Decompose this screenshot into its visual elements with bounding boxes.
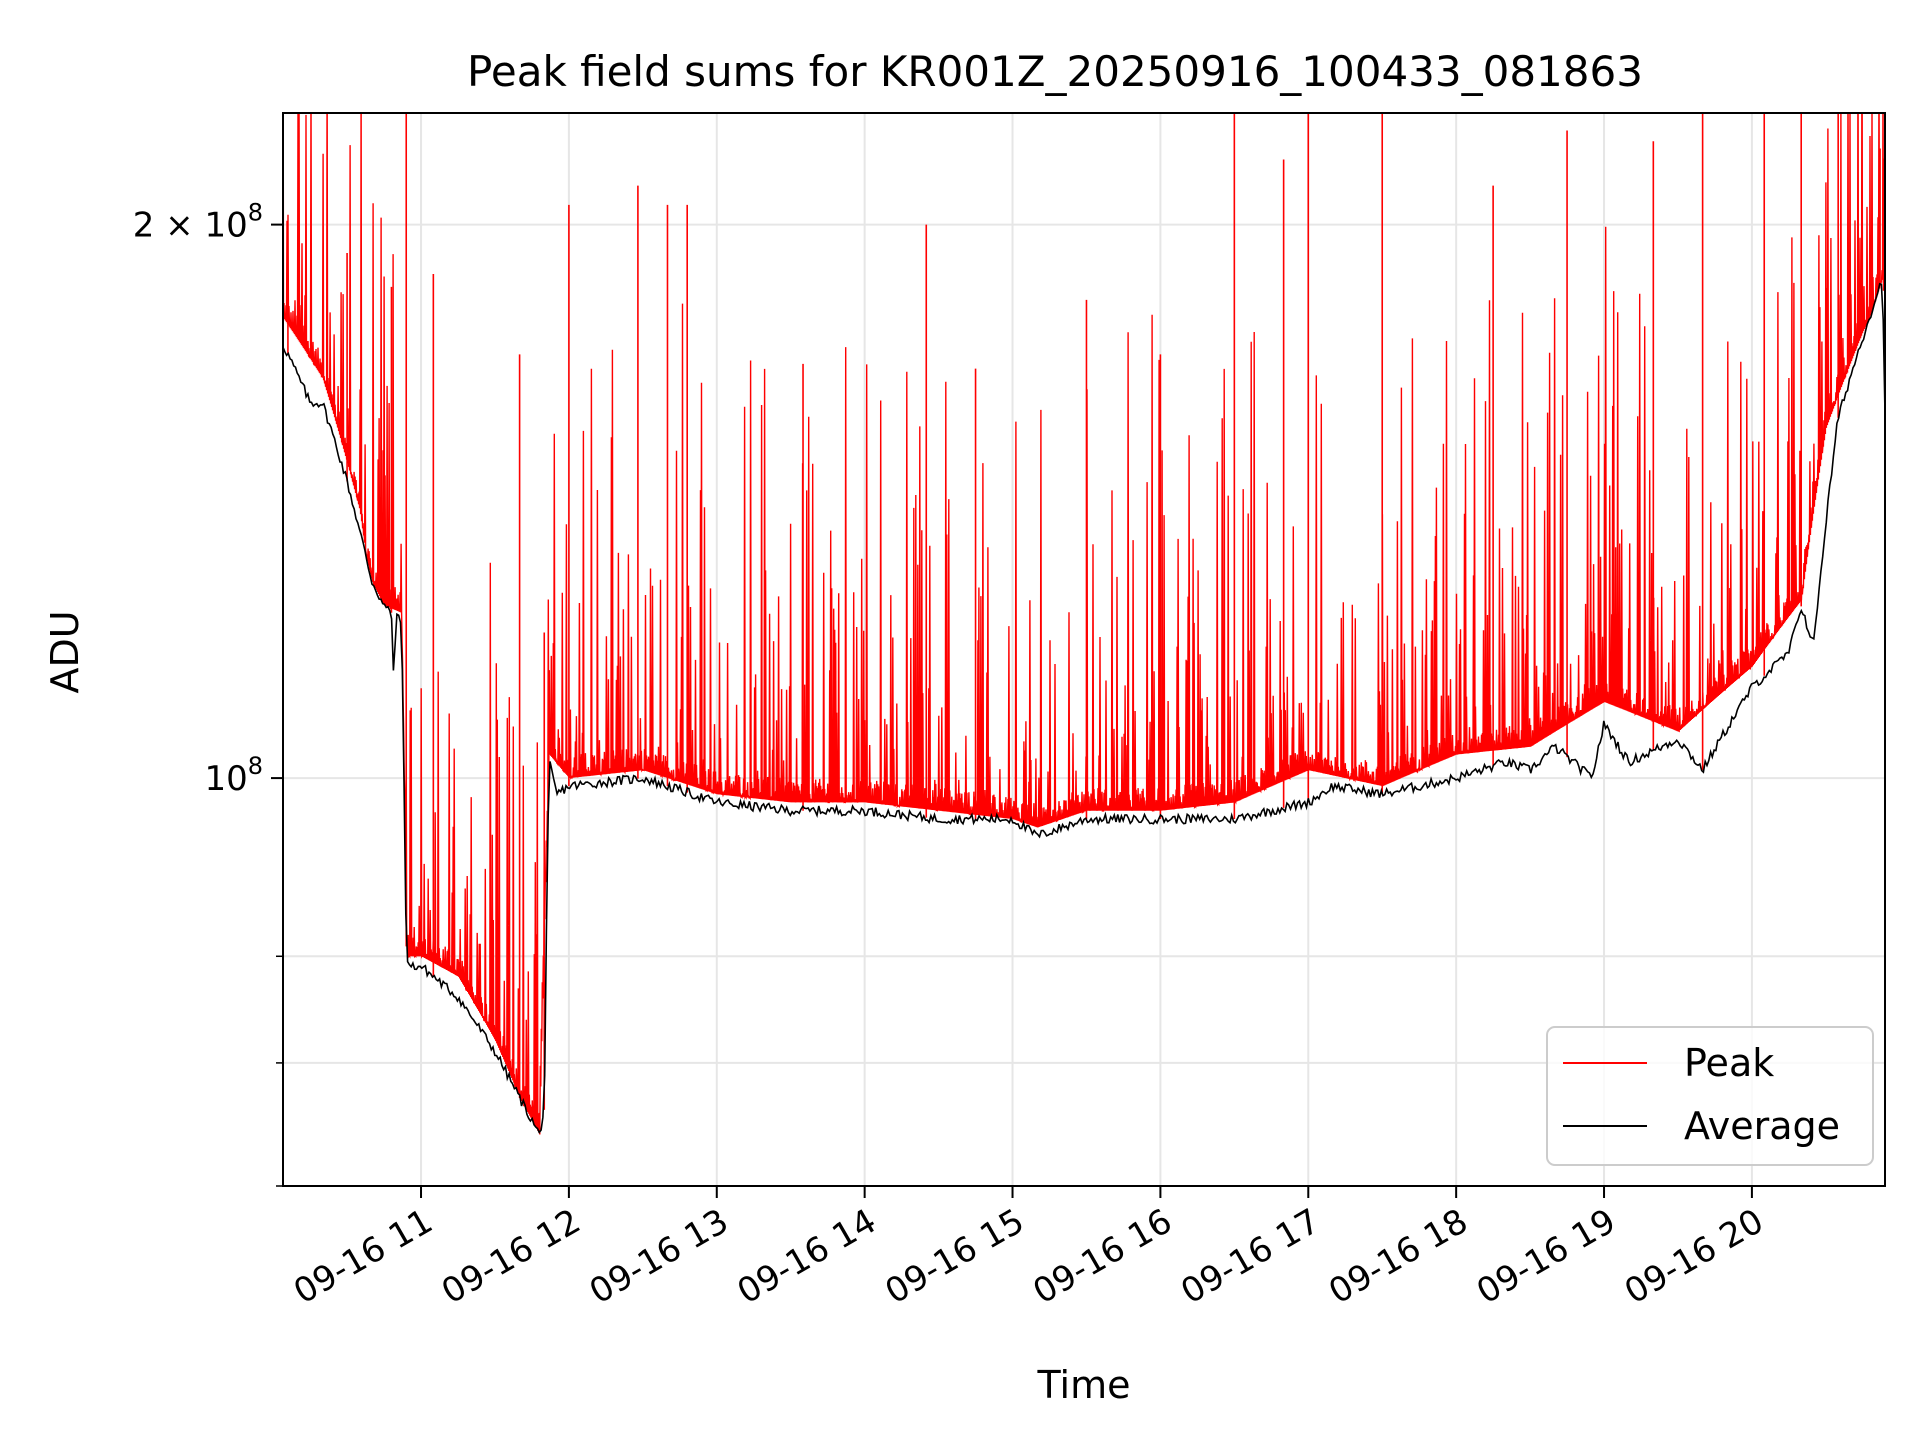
- series-average-line: [283, 282, 1885, 1134]
- chart-title: Peak field sums for KR001Z_20250916_1004…: [467, 47, 1643, 96]
- series-layer: [283, 113, 1885, 1135]
- x-axis-label: Time: [1037, 1363, 1131, 1407]
- y-tick-label: 108: [204, 752, 263, 799]
- y-tick-label: 2 × 108: [133, 199, 263, 246]
- legend-label-average: Average: [1684, 1104, 1840, 1148]
- y-axis-label: ADU: [43, 610, 87, 693]
- legend-label-peak: Peak: [1684, 1041, 1774, 1085]
- legend-box: [1546, 1026, 1874, 1166]
- legend: Peak Average: [1546, 1026, 1874, 1166]
- series-peak-line: [283, 113, 1885, 1135]
- plot-frame: [282, 112, 1886, 1187]
- y-axis-ticks: 108 2 × 108: [133, 199, 283, 1187]
